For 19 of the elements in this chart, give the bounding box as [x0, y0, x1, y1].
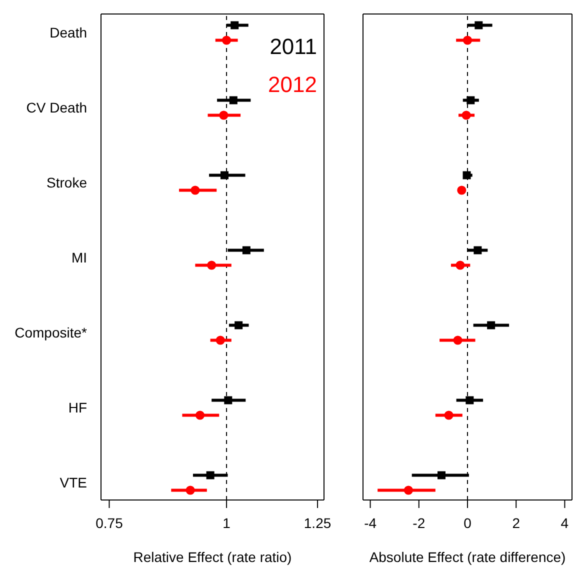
series-label: 2011 [268, 33, 317, 61]
x-tick-label: 0.75 [96, 514, 124, 531]
x-tick-label: 4 [560, 514, 569, 531]
x-tick-label: 0 [464, 514, 472, 531]
y-tick-label: HF [68, 400, 87, 416]
y-tick-label: Stroke [46, 174, 88, 191]
x-tick-label: 1 [222, 514, 231, 531]
y-tick-label: MI [71, 250, 87, 266]
series-label: 2012 [268, 71, 317, 99]
x-tick-label: -4 [364, 514, 377, 531]
x-tick-label: 1.25 [304, 514, 332, 531]
x-axis-title: Absolute Effect (rate difference) [369, 549, 566, 565]
x-tick-label: -2 [412, 514, 426, 531]
y-tick-label: Composite* [14, 324, 88, 341]
y-tick-label: CV Death [26, 100, 87, 116]
y-tick-label: VTE [60, 474, 87, 491]
x-tick-label: 2 [512, 514, 520, 531]
y-tick-label: Death [50, 24, 87, 41]
x-axis-title: Relative Effect (rate ratio) [133, 549, 292, 565]
